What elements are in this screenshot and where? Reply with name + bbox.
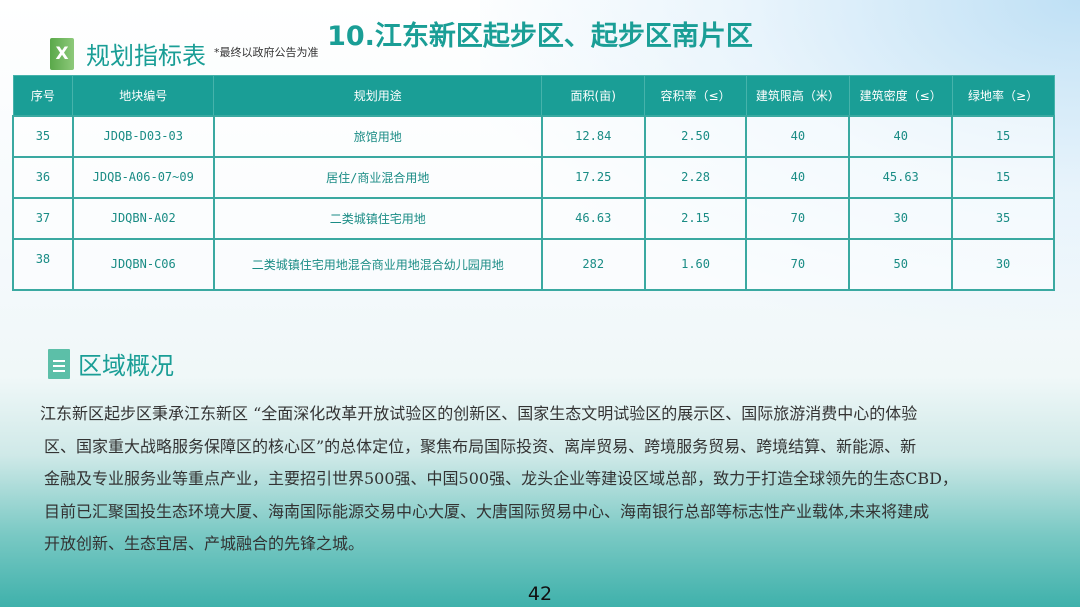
table-cell: 二类城镇住宅用地 (212, 196, 543, 240)
table-cell: 旅馆用地 (212, 114, 543, 158)
table-cell: 居住/商业混合用地 (212, 155, 543, 199)
table-cell: 37 (12, 196, 74, 240)
table-cell: 2.28 (643, 155, 748, 199)
table-cell: 17.25 (540, 155, 646, 199)
table-cell: JDQBN-C06 (71, 237, 215, 291)
paragraph-line: 目前已汇聚国投生态环境大厦、海南国际能源交易中心大厦、大唐国际贸易中心、海南银行… (44, 501, 930, 521)
column-header: 地块编号 (72, 75, 215, 116)
table-cell: 50 (848, 237, 954, 291)
paragraph-line: 区、国家重大战略服务保障区的核心区”的总体定位，聚焦布局国际投资、离岸贸易、跨境… (44, 436, 917, 456)
document-icon (48, 348, 70, 379)
table-row: 36 JDQB-A06-07~09 居住/商业混合用地 17.25 2.28 40 45.6… (12, 155, 1055, 199)
planning-indicators-table: 序号 地块编号 规划用途 面积(亩) 容积率（≤） 建筑限高（米） 建筑密度（≤） 绿地率（≥… (12, 75, 1055, 291)
column-header: 建筑密度（≤） (848, 75, 953, 116)
section-title: 规划指标表 (86, 42, 206, 70)
section-planning-indicators: X 规划指标表 *最终以政府公告为准 (50, 36, 319, 71)
table-cell: 15 (951, 114, 1055, 158)
paragraph-line: 金融及专业服务业等重点产业，主要招引世界500强、中国500强、龙头企业等建设区… (44, 469, 958, 488)
table-cell: 35 (12, 114, 74, 158)
table-header-row: 序号 地块编号 规划用途 面积(亩) 容积率（≤） 建筑限高（米） 建筑密度（≤） 绿地率（≥… (12, 75, 1055, 116)
paragraph-line: 开放创新、生态宜居、产城融合的先锋之城。 (44, 534, 365, 553)
page-number: 42 (527, 583, 553, 605)
table-cell: 38 (12, 237, 74, 291)
table-row: 37 JDQBN-A02 二类城镇住宅用地 46.63 2.15 70 30 35 (12, 196, 1055, 240)
column-header: 容积率（≤） (644, 75, 747, 116)
table-cell: 2.15 (643, 196, 748, 240)
table-cell: 30 (848, 196, 954, 240)
column-header: 面积(亩) (541, 75, 646, 116)
table-row: 35 JDQB-D03-03 旅馆用地 12.84 2.50 40 40 15 (12, 114, 1055, 158)
table-cell: 15 (951, 155, 1055, 199)
table-cell: 1.60 (643, 237, 748, 291)
table-cell: 45.63 (848, 155, 954, 199)
paragraph-line: 江东新区起步区秉承江东新区 “全面深化改革开放试验区的创新区、国家生态文明试验区… (40, 404, 918, 423)
excel-icon: X (50, 37, 74, 70)
table-cell: 30 (951, 237, 1055, 291)
table-cell: 282 (540, 237, 646, 291)
table-cell: 40 (745, 155, 851, 199)
table-cell: JDQB-D03-03 (71, 114, 215, 158)
column-header: 序号 (12, 75, 74, 116)
table-cell: 35 (951, 196, 1055, 240)
table-cell: 40 (745, 114, 851, 158)
table-cell: 70 (745, 196, 851, 240)
overview-paragraph: 江东新区起步区秉承江东新区 “全面深化改革开放试验区的创新区、国家生态文明试验区… (40, 398, 1050, 561)
table-cell: 二类城镇住宅用地混合商业用地混合幼儿园用地 (212, 237, 543, 291)
section-area-overview: 区域概况 (48, 346, 174, 381)
column-header: 建筑限高（米） (745, 75, 850, 116)
table-cell: 36 (12, 155, 74, 199)
table-cell: JDQBN-A02 (71, 196, 215, 240)
table-cell: 46.63 (540, 196, 646, 240)
column-header: 绿地率（≥） (951, 75, 1055, 116)
column-header: 规划用途 (213, 75, 543, 116)
page-title: 10.江东新区起步区、起步区南片区 (327, 21, 753, 52)
table-row: 38 JDQBN-C06 二类城镇住宅用地混合商业用地混合幼儿园用地 282 1.60 7… (12, 237, 1055, 291)
table-cell: 40 (848, 114, 954, 158)
table-cell: 2.50 (643, 114, 748, 158)
table-cell: 12.84 (540, 114, 646, 158)
table-cell: 70 (745, 237, 851, 291)
table-cell: JDQB-A06-07~09 (71, 155, 215, 199)
disclaimer-note: *最终以政府公告为准 (214, 46, 319, 59)
section-title: 区域概况 (78, 352, 174, 380)
